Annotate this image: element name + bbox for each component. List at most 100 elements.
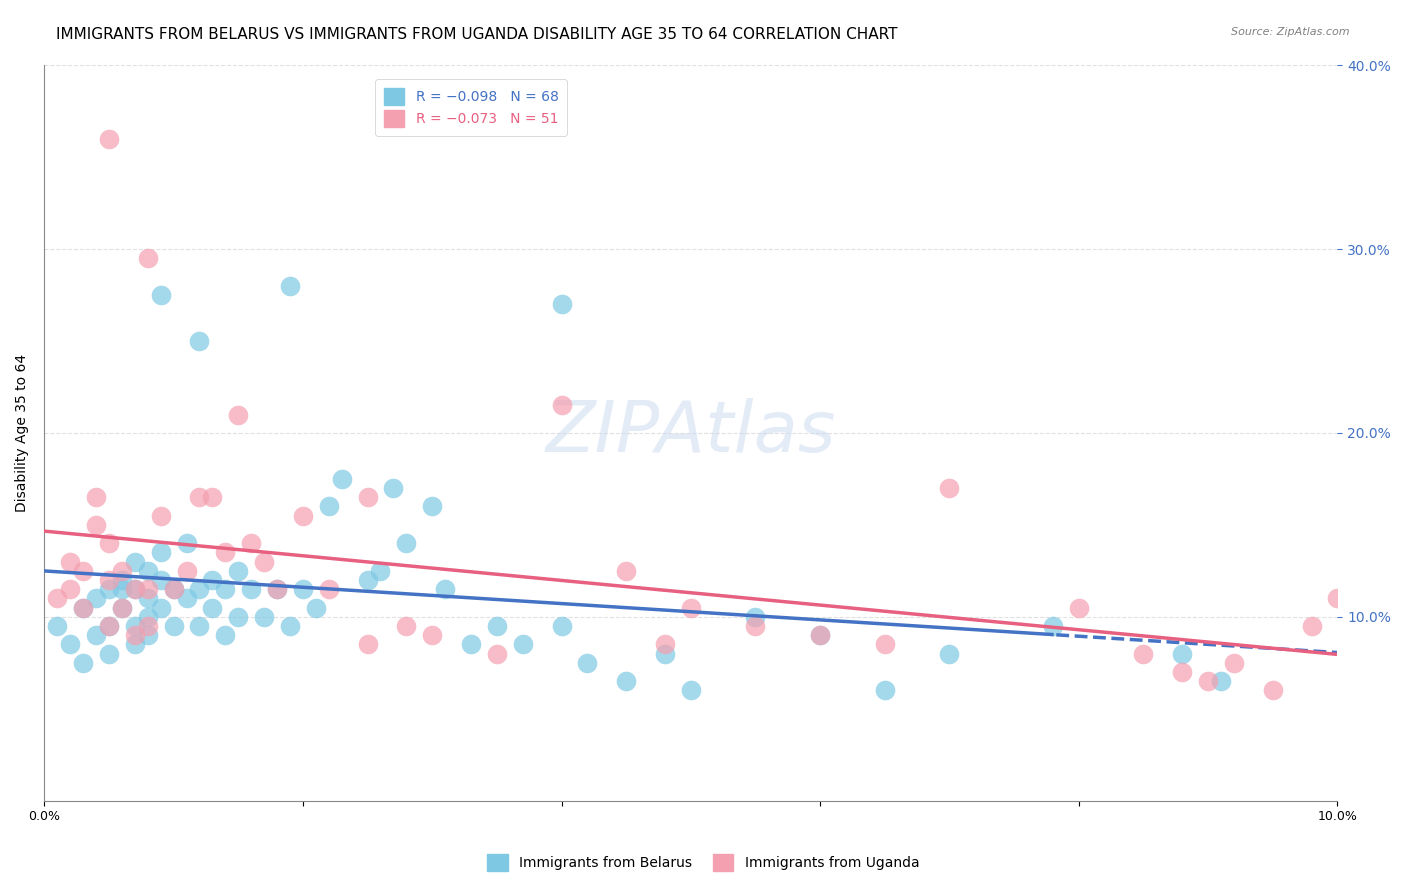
Point — [1197, 674, 1219, 689]
Point — [72, 656, 94, 670]
Point — [201, 573, 224, 587]
Point — [124, 619, 146, 633]
Point — [278, 619, 301, 633]
Point — [136, 619, 159, 633]
Point — [318, 500, 340, 514]
Point — [873, 683, 896, 698]
Point — [1171, 665, 1194, 679]
Point — [111, 600, 134, 615]
Point — [253, 610, 276, 624]
Point — [266, 582, 288, 597]
Legend: R = −0.098   N = 68, R = −0.073   N = 51: R = −0.098 N = 68, R = −0.073 N = 51 — [375, 79, 567, 136]
Point — [808, 628, 831, 642]
Point — [395, 619, 418, 633]
Point — [226, 408, 249, 422]
Point — [808, 628, 831, 642]
Point — [97, 619, 120, 633]
Point — [136, 564, 159, 578]
Y-axis label: Disability Age 35 to 64: Disability Age 35 to 64 — [15, 354, 30, 512]
Point — [72, 600, 94, 615]
Point — [356, 637, 378, 651]
Point — [240, 536, 263, 550]
Point — [395, 536, 418, 550]
Point — [201, 600, 224, 615]
Point — [291, 508, 314, 523]
Point — [305, 600, 328, 615]
Point — [46, 619, 69, 633]
Point — [679, 683, 702, 698]
Point — [188, 582, 211, 597]
Point — [201, 491, 224, 505]
Point — [149, 600, 172, 615]
Point — [162, 619, 184, 633]
Point — [97, 619, 120, 633]
Point — [356, 573, 378, 587]
Point — [240, 582, 263, 597]
Point — [420, 628, 443, 642]
Point — [97, 536, 120, 550]
Point — [318, 582, 340, 597]
Point — [654, 637, 676, 651]
Point — [1171, 647, 1194, 661]
Point — [72, 600, 94, 615]
Point — [614, 564, 637, 578]
Point — [97, 573, 120, 587]
Point — [434, 582, 457, 597]
Point — [111, 582, 134, 597]
Point — [214, 545, 236, 559]
Point — [124, 582, 146, 597]
Point — [679, 600, 702, 615]
Point — [938, 647, 960, 661]
Point — [1223, 656, 1246, 670]
Point — [576, 656, 599, 670]
Point — [149, 573, 172, 587]
Text: ZIPAtlas: ZIPAtlas — [546, 399, 837, 467]
Point — [214, 628, 236, 642]
Point — [84, 517, 107, 532]
Point — [356, 491, 378, 505]
Point — [485, 647, 508, 661]
Point — [97, 582, 120, 597]
Point — [214, 582, 236, 597]
Point — [124, 582, 146, 597]
Point — [188, 334, 211, 348]
Point — [176, 536, 198, 550]
Point — [124, 628, 146, 642]
Point — [84, 591, 107, 606]
Point — [291, 582, 314, 597]
Text: IMMIGRANTS FROM BELARUS VS IMMIGRANTS FROM UGANDA DISABILITY AGE 35 TO 64 CORREL: IMMIGRANTS FROM BELARUS VS IMMIGRANTS FR… — [56, 27, 898, 42]
Point — [188, 619, 211, 633]
Point — [1301, 619, 1323, 633]
Point — [278, 278, 301, 293]
Point — [330, 472, 353, 486]
Point — [873, 637, 896, 651]
Point — [59, 582, 82, 597]
Text: Source: ZipAtlas.com: Source: ZipAtlas.com — [1232, 27, 1350, 37]
Point — [111, 600, 134, 615]
Point — [938, 481, 960, 495]
Point — [176, 591, 198, 606]
Point — [744, 619, 766, 633]
Point — [1326, 591, 1348, 606]
Point — [485, 619, 508, 633]
Point — [136, 251, 159, 265]
Point — [84, 628, 107, 642]
Point — [97, 131, 120, 145]
Point — [226, 610, 249, 624]
Point — [149, 508, 172, 523]
Point — [266, 582, 288, 597]
Legend: Immigrants from Belarus, Immigrants from Uganda: Immigrants from Belarus, Immigrants from… — [481, 848, 925, 876]
Point — [176, 564, 198, 578]
Point — [1067, 600, 1090, 615]
Point — [162, 582, 184, 597]
Point — [1042, 619, 1064, 633]
Point — [162, 582, 184, 597]
Point — [512, 637, 534, 651]
Point — [226, 564, 249, 578]
Point — [72, 564, 94, 578]
Point — [1209, 674, 1232, 689]
Point — [420, 500, 443, 514]
Point — [382, 481, 405, 495]
Point — [370, 564, 392, 578]
Point — [460, 637, 482, 651]
